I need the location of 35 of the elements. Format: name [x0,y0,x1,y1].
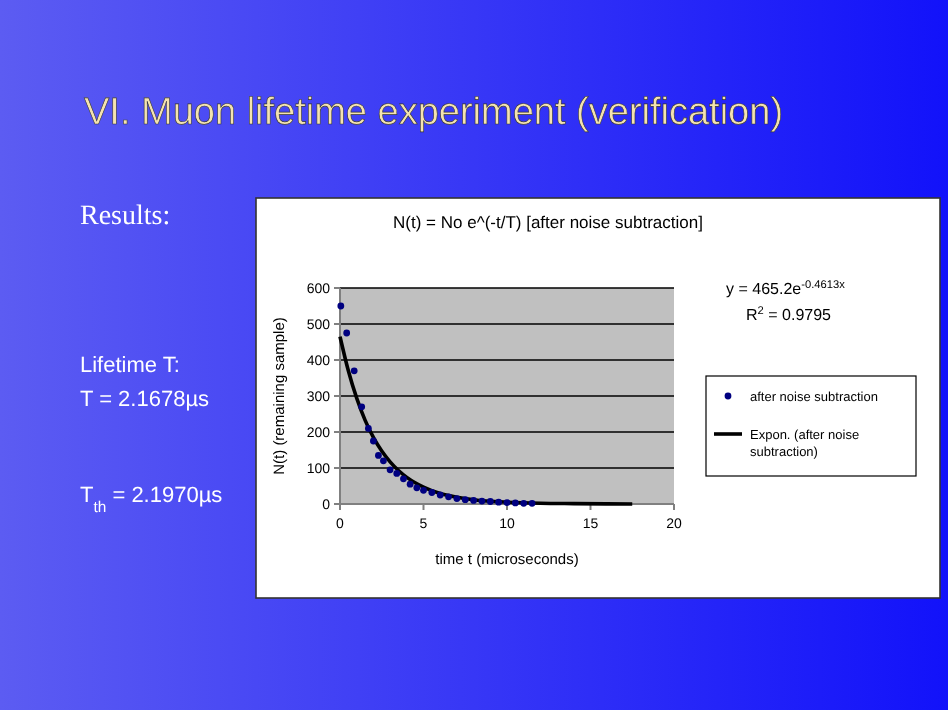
text: R$^{2}$ = 0.9795 [746,306,833,324]
point [400,475,407,483]
text: y = 465.2e$^{-0.4613x}$ [726,280,846,298]
point [528,499,536,507]
text: T$_{th}$ = 2.1970µs [80,484,224,515]
point [358,403,366,411]
point [503,499,511,506]
point [375,452,382,459]
point [380,457,387,465]
point [337,302,345,310]
point [393,470,401,477]
point [420,486,427,494]
point [470,497,477,504]
point [386,466,394,474]
point [478,497,486,505]
point [486,498,494,505]
point [436,491,444,499]
point [520,499,528,507]
text: Lifetime T: [80,354,180,378]
chart-title: VI. Muon lifetime experiment (verification) [84,92,784,134]
point [453,495,461,502]
text: T = 2.1678µs [80,388,211,412]
chart-subtitle: N(t) = No e^(-t/T) [after noise subtraction] [393,212,703,232]
point [406,480,414,488]
point [445,493,452,501]
point [428,489,436,496]
point [343,329,351,337]
point [461,496,469,504]
point [413,484,421,492]
point [511,499,519,507]
point [370,437,377,445]
point [495,498,503,506]
text: Results: [80,202,171,232]
point [350,367,358,375]
point [364,425,372,432]
